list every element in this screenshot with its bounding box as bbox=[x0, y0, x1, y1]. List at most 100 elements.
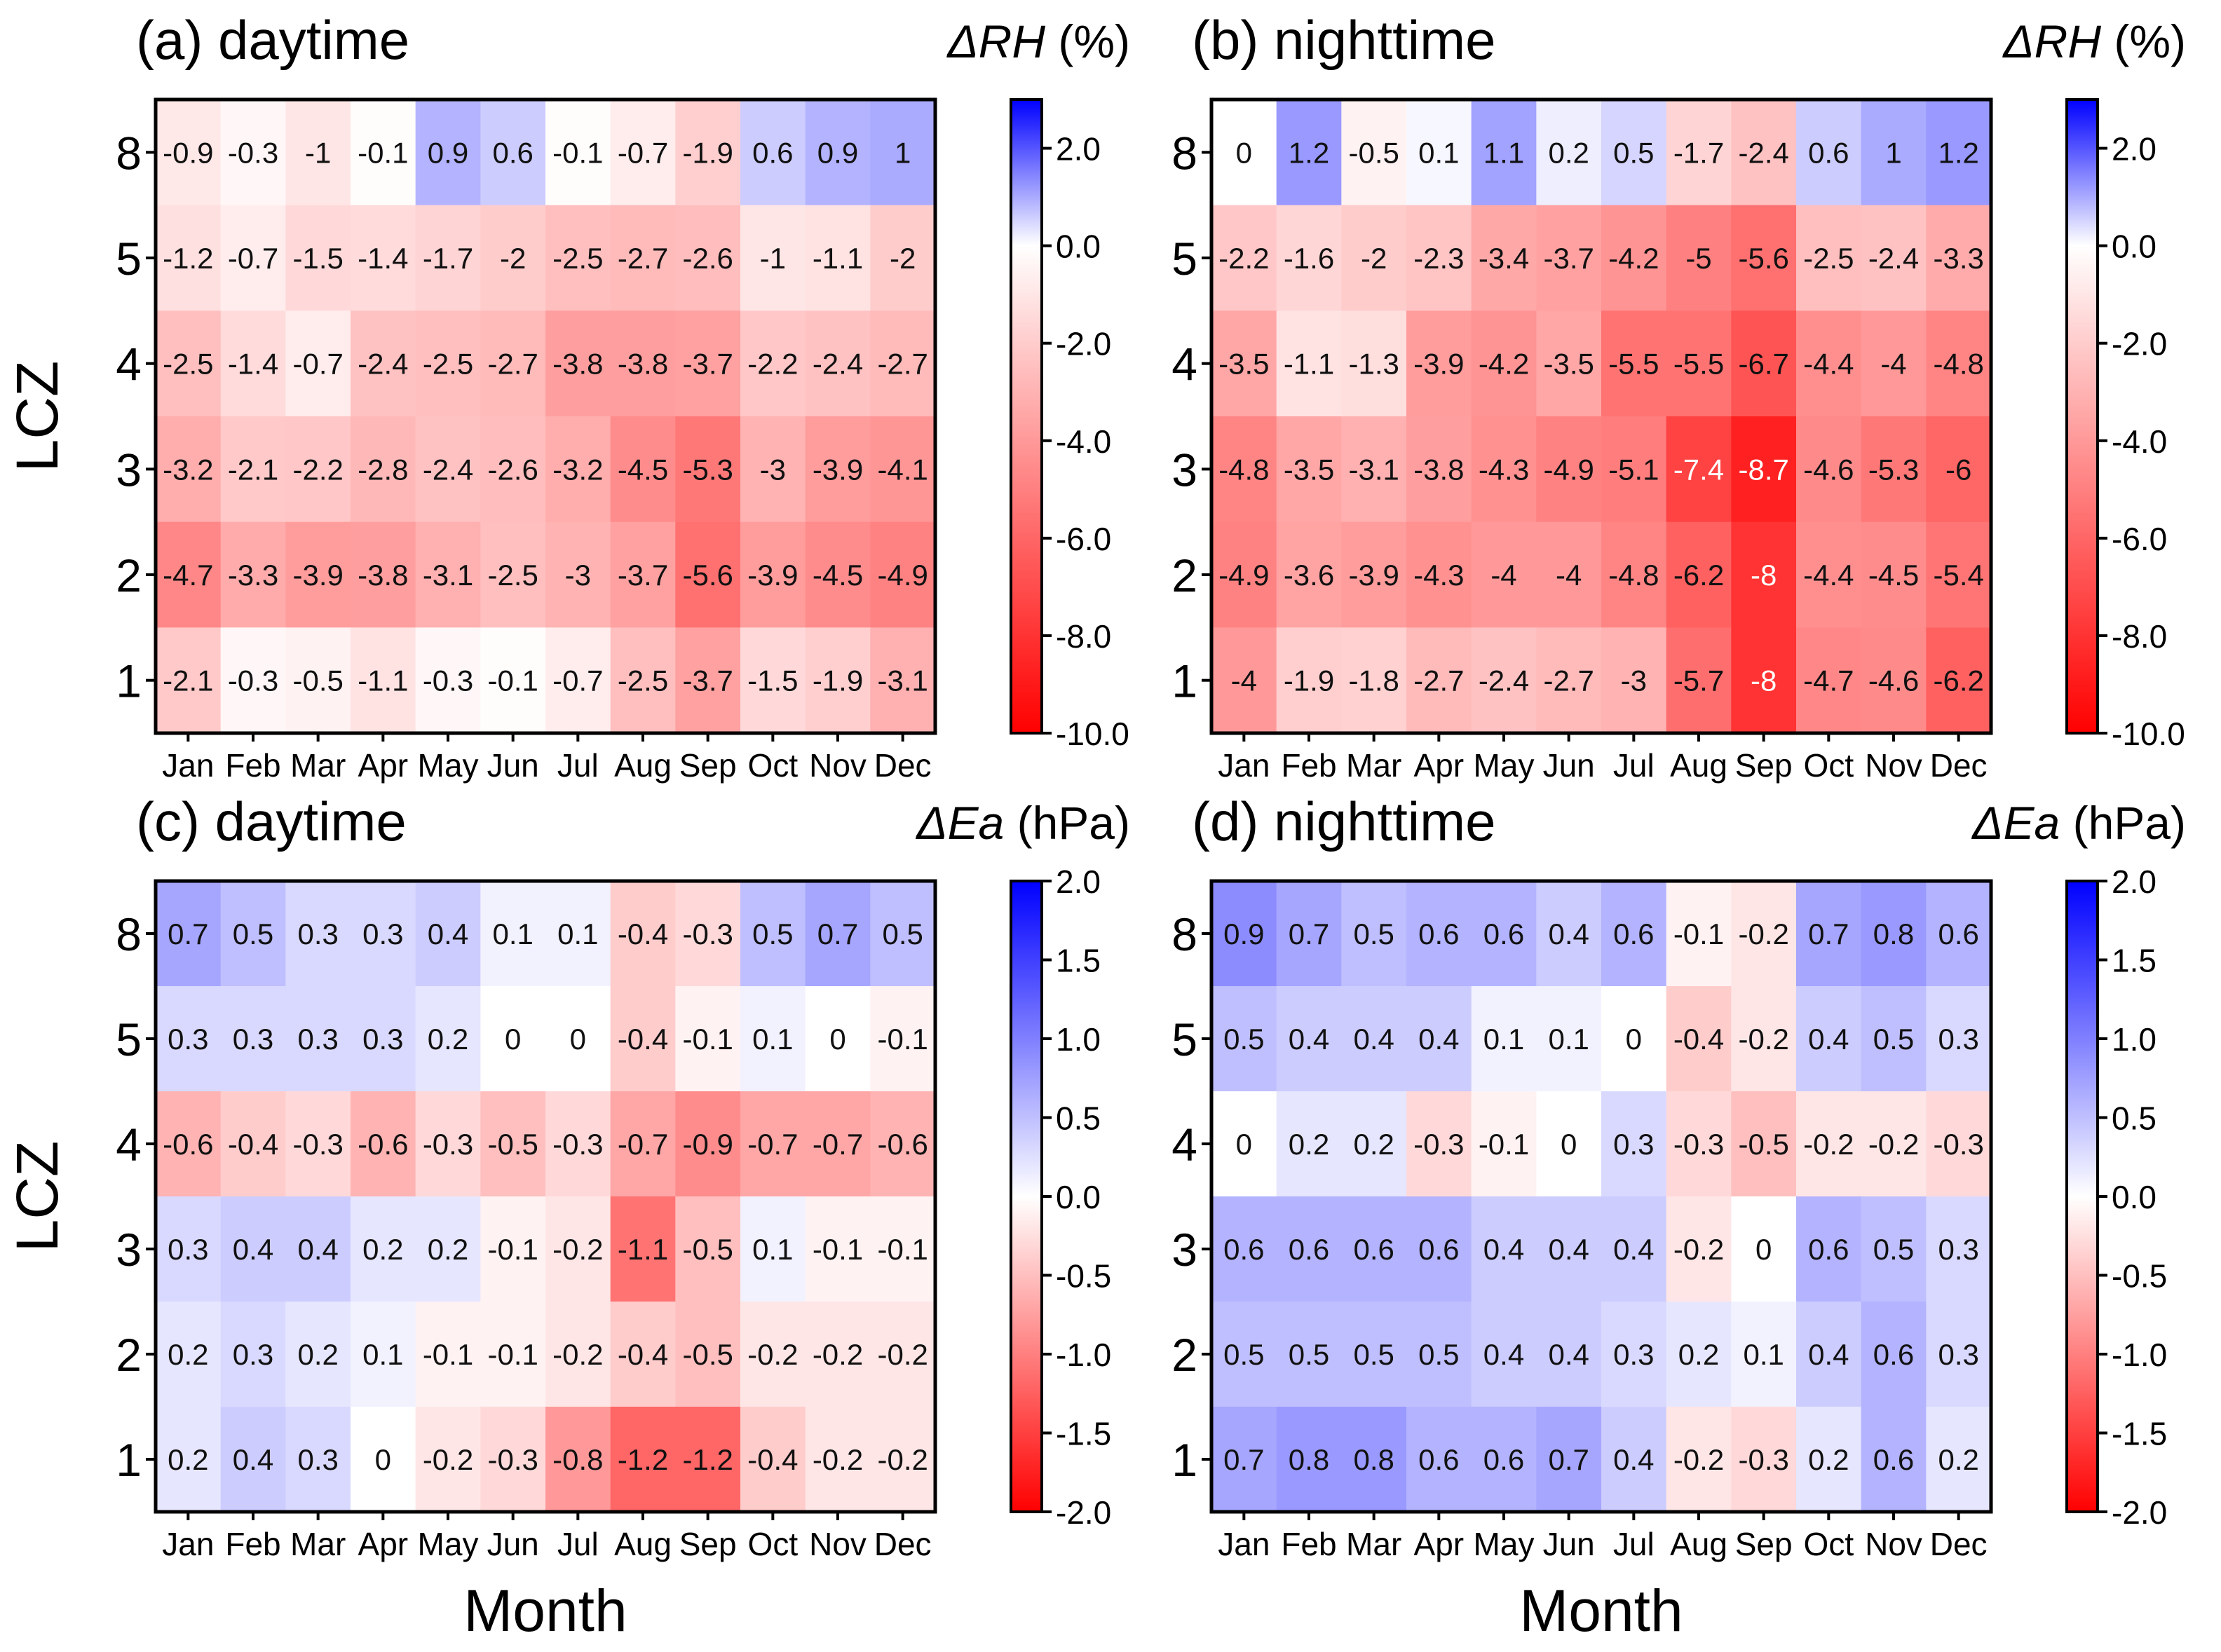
heatmap-cell bbox=[285, 1302, 351, 1407]
heatmap-cell bbox=[415, 521, 481, 628]
cell-value-label: 0.3 bbox=[362, 917, 403, 950]
heatmap-cell bbox=[1601, 627, 1667, 734]
cell-value-label: -2.5 bbox=[552, 242, 603, 275]
cell-value-label: 0.2 bbox=[428, 1233, 468, 1266]
heatmap-cell bbox=[1861, 1407, 1927, 1513]
heatmap-cell bbox=[675, 205, 741, 311]
cell-value-label: 0.1 bbox=[1418, 136, 1459, 169]
cell-value-label: 0.2 bbox=[168, 1338, 208, 1371]
cell-value-label: -2.5 bbox=[487, 559, 538, 592]
heatmap-cell bbox=[351, 100, 416, 206]
heatmap-cell bbox=[610, 881, 676, 987]
heatmap-cell bbox=[1406, 416, 1472, 523]
heatmap-cell bbox=[1731, 1196, 1797, 1302]
cell-value-label: -0.2 bbox=[813, 1443, 863, 1476]
y-tick-label: 8 bbox=[116, 127, 142, 179]
y-tick-label: 1 bbox=[1171, 655, 1197, 707]
heatmap-cell bbox=[1536, 310, 1602, 417]
colorbar-tick-label: -0.5 bbox=[1056, 1258, 1111, 1295]
y-tick-label: 2 bbox=[1171, 549, 1197, 601]
cell-value-label: -0.3 bbox=[1673, 1128, 1724, 1161]
colorbar-tick-label: -4.0 bbox=[2112, 423, 2167, 460]
heatmap-cell bbox=[1211, 521, 1277, 628]
cell-value-label: -0.6 bbox=[877, 1128, 928, 1161]
x-tick-label: Oct bbox=[1804, 747, 1854, 784]
cell-value-label: 0.5 bbox=[1873, 1233, 1914, 1266]
heatmap-cell bbox=[545, 1091, 611, 1197]
heatmap-cell bbox=[805, 310, 871, 417]
panel-a: -0.9 -0.3 -1 -0.1 0.9 0.6 -0.1 -0.7 -1.9 0.6 0.9 1-… bbox=[4, 9, 1130, 784]
heatmap-cell bbox=[220, 1407, 286, 1513]
heatmap-cell bbox=[1861, 986, 1927, 1092]
x-tick-label: Nov bbox=[809, 747, 867, 784]
cell-value-label: -0.1 bbox=[813, 1233, 863, 1266]
heatmap-cell bbox=[351, 310, 416, 417]
cell-value-label: 0.6 bbox=[1483, 917, 1524, 950]
cell-value-label: -4.2 bbox=[1479, 348, 1529, 381]
y-tick-label: 8 bbox=[116, 908, 142, 960]
heatmap-cell bbox=[1471, 1091, 1537, 1197]
cell-value-label: 0.5 bbox=[1353, 917, 1394, 950]
heatmap-cell bbox=[415, 205, 481, 311]
heatmap-cell bbox=[1666, 1091, 1732, 1197]
cell-value-label: -0.8 bbox=[552, 1443, 603, 1476]
heatmap-cell bbox=[610, 627, 676, 734]
y-tick-label: 1 bbox=[116, 655, 142, 707]
heatmap-cell bbox=[545, 1302, 611, 1407]
x-tick-label: Mar bbox=[290, 1526, 346, 1562]
cell-value-label: -0.7 bbox=[813, 1128, 863, 1161]
x-tick-label: Jul bbox=[557, 747, 599, 784]
cell-value-label: -1.7 bbox=[1673, 136, 1724, 169]
heatmap-cell bbox=[1601, 1196, 1667, 1302]
cell-value-label: 0.3 bbox=[168, 1023, 208, 1056]
heatmap-cell bbox=[285, 1407, 351, 1513]
heatmap-cell bbox=[610, 1196, 676, 1302]
x-tick-label: Sep bbox=[679, 747, 737, 784]
heatmap-cell bbox=[1341, 521, 1407, 628]
cell-value-label: 0.7 bbox=[1808, 917, 1849, 950]
heatmap-cell bbox=[1536, 1302, 1602, 1407]
cell-value-label: -2.1 bbox=[163, 664, 213, 697]
cell-value-label: 0.7 bbox=[1548, 1443, 1589, 1476]
cell-value-label: -0.6 bbox=[358, 1128, 408, 1161]
y-tick-label: 2 bbox=[116, 1329, 142, 1381]
heatmap-cell bbox=[1796, 1407, 1862, 1513]
cell-value-label: -4 bbox=[1556, 559, 1582, 592]
heatmap-cell bbox=[1666, 310, 1732, 417]
heatmap-cell bbox=[285, 205, 351, 311]
heatmap-cell bbox=[1731, 627, 1797, 734]
cell-value-label: -3.6 bbox=[1284, 559, 1334, 592]
heatmap-cell bbox=[1341, 1407, 1407, 1513]
heatmap-cell bbox=[675, 627, 741, 734]
cell-value-label: -0.5 bbox=[1348, 136, 1399, 169]
cell-value-label: -3.9 bbox=[1348, 559, 1399, 592]
heatmap-cell bbox=[1796, 100, 1862, 206]
cell-value-label: -0.2 bbox=[1673, 1233, 1724, 1266]
heatmap-cell bbox=[740, 416, 806, 523]
heatmap-cell bbox=[1731, 1302, 1797, 1407]
cell-value-label: -6.7 bbox=[1738, 348, 1788, 381]
heatmap-cell bbox=[675, 521, 741, 628]
heatmap-cell bbox=[870, 100, 936, 206]
heatmap-cell bbox=[480, 416, 546, 523]
cell-value-label: -0.2 bbox=[877, 1338, 928, 1371]
cell-value-label: 0.3 bbox=[1613, 1338, 1654, 1371]
cell-value-label: -1.5 bbox=[292, 242, 343, 275]
panel-title: (d) nighttime bbox=[1192, 791, 1496, 852]
cell-value-label: -0.1 bbox=[877, 1023, 928, 1056]
y-tick-label: 3 bbox=[116, 444, 142, 496]
cell-value-label: 0.8 bbox=[1353, 1443, 1394, 1476]
cell-value-label: -4.4 bbox=[1803, 348, 1854, 381]
heatmap-cell bbox=[285, 986, 351, 1092]
cell-value-label: -4 bbox=[1880, 348, 1906, 381]
cell-value-label: -3 bbox=[1621, 664, 1647, 697]
x-tick-label: Dec bbox=[1930, 747, 1988, 784]
cell-value-label: -3 bbox=[760, 453, 786, 486]
heatmap-cell bbox=[675, 416, 741, 523]
colorbar-tick-label: 0.0 bbox=[2112, 1179, 2157, 1215]
cell-value-label: -0.5 bbox=[682, 1233, 733, 1266]
heatmap-cell bbox=[1666, 100, 1732, 206]
heatmap-cell bbox=[1666, 1196, 1732, 1302]
heatmap-cell bbox=[1276, 986, 1342, 1092]
heatmap-cell bbox=[1536, 986, 1602, 1092]
